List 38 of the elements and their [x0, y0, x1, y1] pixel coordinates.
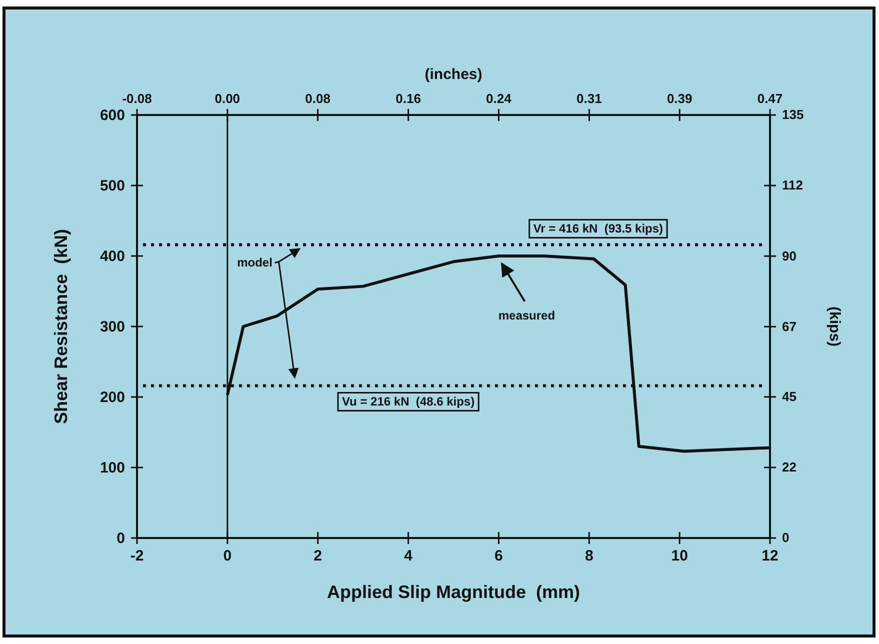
x2-tick-label: 0.08 — [305, 91, 330, 106]
x2-tick-label: 0.39 — [666, 91, 692, 106]
y2-tick-label: 67 — [782, 318, 796, 334]
annotation: model — [237, 256, 272, 270]
x2-tick-label: 0.24 — [486, 91, 512, 106]
y-tick-label: 400 — [100, 248, 125, 265]
x2-tick-label: 0.47 — [757, 91, 783, 106]
x-tick-label: 6 — [494, 548, 503, 565]
y-tick-label: 600 — [100, 106, 125, 124]
x2-axis-title: (inches) — [424, 66, 482, 83]
y-tick-label: 500 — [100, 177, 125, 194]
x-tick-label: 10 — [671, 548, 688, 565]
ref-line-label: Vr = 416 kN (93.5 kips) — [533, 222, 664, 236]
x-tick-label: 12 — [762, 548, 778, 565]
y-axis-title: Shear Resistance (kN) — [51, 228, 71, 424]
x-axis-title: Applied Slip Magnitude (mm) — [327, 582, 580, 602]
x-tick-label: 4 — [404, 548, 414, 565]
y-tick-label: 200 — [100, 388, 125, 406]
ref-line-label: Vu = 216 kN (48.6 kips) — [342, 394, 475, 409]
x-tick-label: -2 — [130, 548, 144, 565]
x2-tick-label: 0.31 — [576, 91, 602, 106]
y-tick-label: 300 — [100, 318, 125, 336]
x2-tick-label: 0.00 — [214, 91, 240, 106]
y2-tick-label: 135 — [782, 107, 804, 122]
y2-tick-label: 0 — [782, 530, 790, 546]
x2-tick-label: -0.08 — [122, 91, 152, 106]
y2-tick-label: 45 — [782, 389, 796, 404]
y2-tick-label: 90 — [782, 248, 796, 264]
x-tick-label: 2 — [314, 548, 322, 565]
y2-axis-title: (kips) — [826, 306, 843, 347]
y-tick-label: 0 — [116, 530, 125, 547]
y-tick-label: 100 — [100, 459, 125, 476]
x-tick-label: 8 — [584, 548, 594, 565]
annotation: measured — [498, 308, 556, 322]
x-tick-label: 0 — [223, 548, 232, 565]
y2-tick-label: 112 — [782, 178, 803, 193]
x2-tick-label: 0.16 — [396, 91, 421, 106]
y2-tick-label: 22 — [782, 460, 796, 475]
